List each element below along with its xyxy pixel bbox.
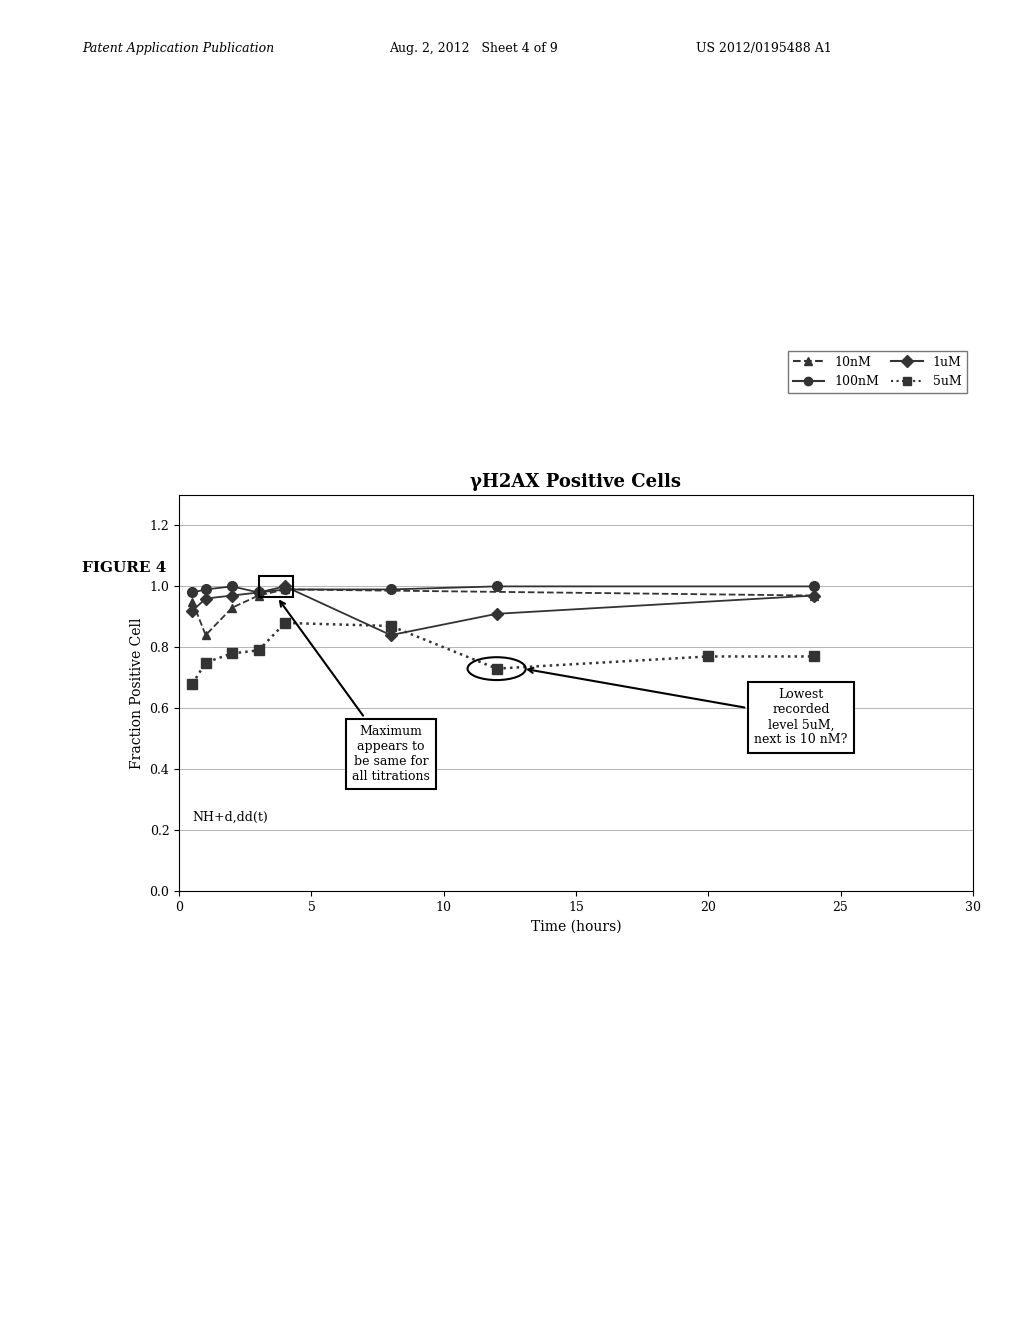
1uM [200, 590, 212, 606]
5uM [252, 643, 264, 659]
100nM [808, 578, 820, 594]
Text: FIGURE 4: FIGURE 4 [82, 561, 166, 576]
1uM [808, 587, 820, 603]
10nM [252, 587, 264, 603]
1uM [490, 606, 503, 622]
Text: US 2012/0195488 A1: US 2012/0195488 A1 [696, 42, 833, 55]
Text: Aug. 2, 2012   Sheet 4 of 9: Aug. 2, 2012 Sheet 4 of 9 [389, 42, 558, 55]
5uM [226, 645, 239, 661]
Line: 10nM: 10nM [188, 585, 818, 639]
10nM [279, 582, 291, 598]
Text: Lowest
recorded
level 5uM,
next is 10 nM?: Lowest recorded level 5uM, next is 10 nM… [528, 668, 848, 746]
Y-axis label: Fraction Positive Cell: Fraction Positive Cell [130, 618, 144, 768]
100nM [385, 582, 397, 598]
1uM [186, 603, 199, 619]
1uM [226, 587, 239, 603]
100nM [252, 585, 264, 601]
5uM [490, 661, 503, 677]
Line: 100nM: 100nM [187, 582, 819, 598]
5uM [385, 618, 397, 634]
Text: Maximum
appears to
be same for
all titrations: Maximum appears to be same for all titra… [281, 601, 430, 783]
1uM [279, 578, 291, 594]
Line: 1uM: 1uM [188, 582, 818, 639]
1uM [385, 627, 397, 643]
5uM [808, 648, 820, 664]
10nM [200, 627, 212, 643]
Text: Patent Application Publication: Patent Application Publication [82, 42, 274, 55]
100nM [226, 578, 239, 594]
Legend: 10nM, 100nM, 1uM, 5uM: 10nM, 100nM, 1uM, 5uM [787, 351, 967, 393]
5uM [186, 676, 199, 692]
10nM [808, 587, 820, 603]
10nM [226, 599, 239, 615]
5uM [200, 655, 212, 671]
100nM [200, 582, 212, 598]
Line: 5uM: 5uM [187, 618, 819, 689]
5uM [702, 648, 715, 664]
10nM [186, 594, 199, 610]
100nM [490, 578, 503, 594]
Title: γH2AX Positive Cells: γH2AX Positive Cells [470, 473, 682, 491]
5uM [279, 615, 291, 631]
100nM [186, 585, 199, 601]
1uM [252, 585, 264, 601]
X-axis label: Time (hours): Time (hours) [530, 919, 622, 933]
Text: NH+d,dd(t): NH+d,dd(t) [193, 810, 268, 824]
100nM [279, 582, 291, 598]
